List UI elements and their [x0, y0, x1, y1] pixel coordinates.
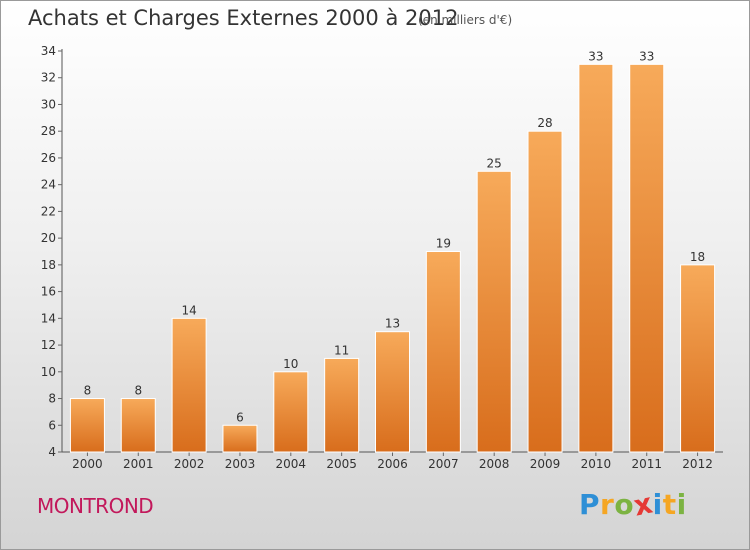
y-tick-label: 30	[41, 97, 56, 111]
data-label: 13	[385, 317, 400, 331]
bar	[578, 63, 614, 453]
x-tick-label: 2010	[581, 457, 612, 471]
logo-letter: i	[676, 488, 687, 521]
y-tick-label: 22	[41, 204, 56, 218]
x-tick-label: 2000	[72, 457, 103, 471]
axes: 4 6 8 10 12 14 16 18 20 22 24 26 28 30 32 34 2000 2001 200…	[41, 44, 723, 471]
logo-letter: t	[662, 488, 677, 521]
y-tick-label: 28	[41, 124, 56, 138]
y-tick-label: 10	[41, 365, 56, 379]
y-tick-label: 4	[48, 445, 56, 459]
y-tick-label: 24	[41, 178, 56, 192]
x-tick-label: 2002	[174, 457, 205, 471]
x-tick-label: 2006	[377, 457, 408, 471]
x-tick-label: 2008	[479, 457, 510, 471]
y-tick-label: 6	[48, 418, 56, 432]
data-labels: 8 8 14 6 10 11 13 19 25 28 33 33 18	[84, 49, 706, 424]
logo-letter: r	[600, 488, 615, 521]
bar	[375, 331, 410, 453]
data-label: 18	[690, 250, 705, 264]
data-label: 10	[283, 357, 298, 371]
chart-subtitle: (en milliers d'€)	[418, 13, 513, 27]
data-label: 8	[134, 384, 142, 398]
x-tick-label: 2007	[428, 457, 459, 471]
bar	[324, 357, 360, 453]
bar	[69, 398, 105, 453]
data-label: 33	[588, 49, 603, 63]
bar	[425, 251, 461, 453]
bar	[273, 371, 309, 453]
y-tick-label: 26	[41, 151, 56, 165]
bar	[171, 317, 207, 453]
data-label: 28	[537, 116, 552, 130]
town-name: MONTROND	[37, 494, 154, 518]
y-tick-label: 16	[41, 285, 56, 299]
logo-letter: P	[579, 488, 601, 521]
y-tick-label: 14	[41, 311, 56, 325]
data-label: 8	[84, 384, 92, 398]
x-tick-label: 2001	[123, 457, 154, 471]
x-tick-label: 2003	[225, 457, 256, 471]
logo-letter: o	[614, 488, 635, 521]
proxiti-logo[interactable]: Proxiti	[579, 486, 687, 522]
data-label: 14	[181, 303, 196, 317]
data-label: 19	[436, 237, 451, 251]
bar	[476, 170, 512, 453]
bar	[629, 63, 665, 453]
data-label: 6	[236, 410, 244, 424]
x-tick-label: 2011	[631, 457, 662, 471]
y-tick-label: 20	[41, 231, 56, 245]
bar	[680, 264, 716, 453]
bar	[120, 398, 156, 453]
y-tick-label: 12	[41, 338, 56, 352]
x-tick-label: 2012	[682, 457, 713, 471]
data-label: 33	[639, 49, 654, 63]
y-tick-label: 8	[48, 392, 56, 406]
y-tick-label: 32	[41, 71, 56, 85]
data-label: 25	[487, 156, 502, 170]
y-tick-label: 34	[41, 44, 56, 58]
x-tick-label: 2005	[326, 457, 357, 471]
chart-title: Achats et Charges Externes 2000 à 2012	[28, 6, 459, 30]
data-label: 11	[334, 343, 349, 357]
bar	[527, 130, 563, 453]
bars	[69, 63, 716, 453]
bar	[222, 424, 258, 453]
logo-letter: i	[652, 488, 663, 521]
y-tick-label: 18	[41, 258, 56, 272]
x-tick-label: 2004	[276, 457, 307, 471]
x-tick-label: 2009	[530, 457, 561, 471]
